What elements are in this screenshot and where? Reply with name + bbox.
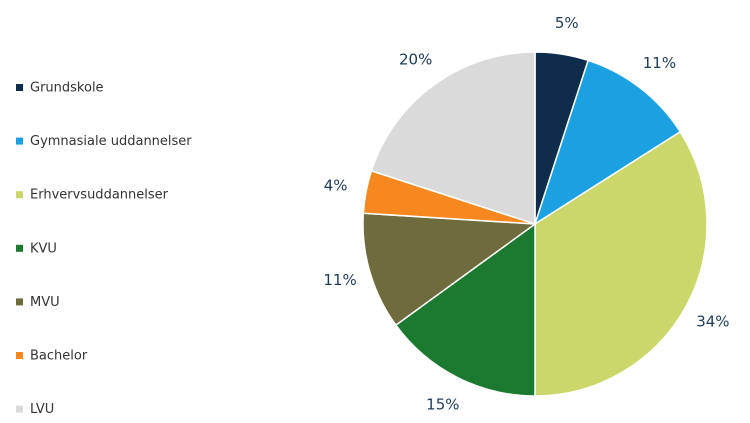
legend-swatch bbox=[16, 244, 23, 252]
legend-label: Erhvervsuddannelser bbox=[30, 188, 169, 203]
legend-label: MVU bbox=[30, 295, 60, 310]
pie-slice bbox=[370, 51, 536, 226]
value-label: 34% bbox=[696, 312, 729, 330]
value-label: 11% bbox=[323, 271, 356, 289]
legend-label: KVU bbox=[30, 241, 57, 256]
legend-swatch bbox=[16, 84, 23, 91]
value-label: 20% bbox=[399, 50, 432, 68]
legend-label: Grundskole bbox=[30, 81, 104, 96]
pie-slice bbox=[394, 222, 536, 397]
pie-slice bbox=[533, 59, 682, 226]
legend-label: Bachelor bbox=[30, 349, 88, 364]
value-label: 15% bbox=[426, 395, 459, 413]
legend-swatch bbox=[16, 298, 23, 306]
legend-label: Gymnasiale uddannelser bbox=[30, 134, 192, 149]
value-label: 5% bbox=[555, 14, 579, 32]
legend-swatch bbox=[16, 405, 23, 413]
legend-swatch bbox=[16, 352, 23, 359]
legend-label: LVU bbox=[30, 402, 54, 417]
pie-slice bbox=[534, 130, 708, 397]
legend-swatch bbox=[16, 137, 23, 145]
value-label: 11% bbox=[643, 54, 676, 72]
legend-swatch bbox=[16, 191, 23, 199]
pie-slice bbox=[362, 212, 538, 327]
value-label: 4% bbox=[324, 176, 348, 194]
